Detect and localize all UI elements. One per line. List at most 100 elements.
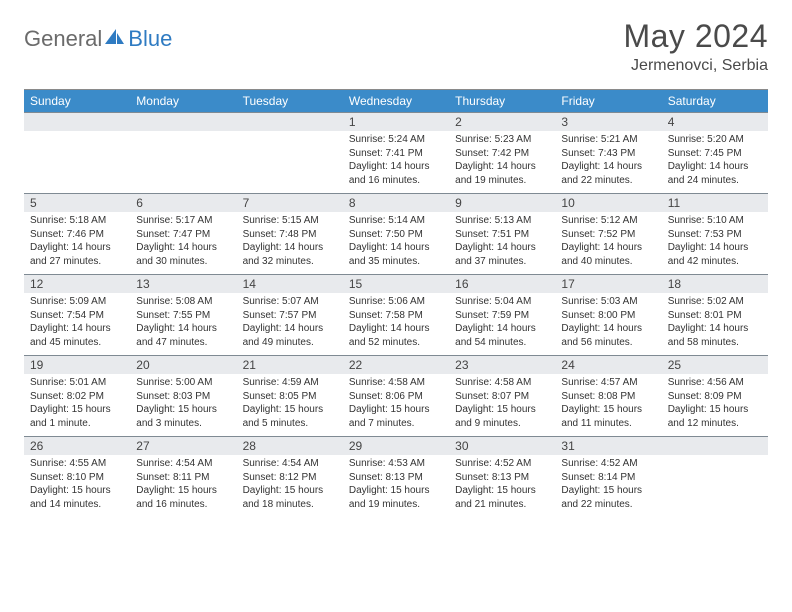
day-line: Sunset: 8:02 PM — [30, 390, 124, 404]
day-line: Sunrise: 4:55 AM — [30, 457, 124, 471]
calendar-page: General Blue May 2024 Jermenovci, Serbia… — [0, 0, 792, 517]
day-line: Sunrise: 5:00 AM — [136, 376, 230, 390]
day-line: Sunrise: 5:01 AM — [30, 376, 124, 390]
day-number: 3 — [555, 113, 661, 131]
day-number — [130, 113, 236, 131]
day-line: Sunset: 8:11 PM — [136, 471, 230, 485]
day-line: and 27 minutes. — [30, 255, 124, 269]
brand-part2: Blue — [128, 26, 172, 52]
day-number: 29 — [343, 437, 449, 455]
dow-saturday: Saturday — [662, 90, 768, 112]
day-number: 10 — [555, 194, 661, 212]
day-line: and 18 minutes. — [243, 498, 337, 512]
day-number: 2 — [449, 113, 555, 131]
day-cell: Sunrise: 5:13 AMSunset: 7:51 PMDaylight:… — [449, 212, 555, 274]
day-line: Daylight: 14 hours — [455, 322, 549, 336]
day-line: Daylight: 15 hours — [349, 403, 443, 417]
day-line: Sunrise: 5:10 AM — [668, 214, 762, 228]
day-line: Daylight: 14 hours — [668, 322, 762, 336]
day-cell — [130, 131, 236, 193]
day-line: Sunset: 8:12 PM — [243, 471, 337, 485]
day-line: Sunset: 8:07 PM — [455, 390, 549, 404]
day-line: Sunrise: 5:18 AM — [30, 214, 124, 228]
day-line: Daylight: 15 hours — [30, 403, 124, 417]
week-daynum-row: 12131415161718 — [24, 274, 768, 293]
day-line: Sunset: 7:59 PM — [455, 309, 549, 323]
day-line: and 37 minutes. — [455, 255, 549, 269]
day-line: Sunset: 7:58 PM — [349, 309, 443, 323]
title-block: May 2024 Jermenovci, Serbia — [623, 18, 768, 75]
day-number: 16 — [449, 275, 555, 293]
brand-sail-icon — [104, 27, 126, 52]
day-line: Sunset: 7:48 PM — [243, 228, 337, 242]
day-number: 5 — [24, 194, 130, 212]
day-number: 17 — [555, 275, 661, 293]
day-line: Sunset: 8:13 PM — [349, 471, 443, 485]
day-line: Sunset: 7:46 PM — [30, 228, 124, 242]
day-line: Daylight: 14 hours — [30, 241, 124, 255]
day-line: Daylight: 14 hours — [349, 160, 443, 174]
day-line: and 21 minutes. — [455, 498, 549, 512]
weeks-container: 1234Sunrise: 5:24 AMSunset: 7:41 PMDayli… — [24, 112, 768, 517]
day-line: Daylight: 14 hours — [668, 241, 762, 255]
calendar: Sunday Monday Tuesday Wednesday Thursday… — [24, 89, 768, 517]
day-line: Daylight: 14 hours — [455, 160, 549, 174]
day-line: Daylight: 14 hours — [561, 322, 655, 336]
day-cell: Sunrise: 5:24 AMSunset: 7:41 PMDaylight:… — [343, 131, 449, 193]
day-line: Sunrise: 5:14 AM — [349, 214, 443, 228]
day-cell: Sunrise: 4:52 AMSunset: 8:13 PMDaylight:… — [449, 455, 555, 517]
day-line: and 9 minutes. — [455, 417, 549, 431]
day-number: 26 — [24, 437, 130, 455]
day-line: Sunset: 8:10 PM — [30, 471, 124, 485]
title-month: May 2024 — [623, 18, 768, 55]
day-line: Daylight: 14 hours — [349, 322, 443, 336]
day-line: Daylight: 14 hours — [136, 241, 230, 255]
day-line: Sunset: 7:42 PM — [455, 147, 549, 161]
day-line: Sunset: 7:53 PM — [668, 228, 762, 242]
day-number: 21 — [237, 356, 343, 374]
day-line: Sunset: 7:55 PM — [136, 309, 230, 323]
day-cell: Sunrise: 4:55 AMSunset: 8:10 PMDaylight:… — [24, 455, 130, 517]
day-line: Sunset: 7:50 PM — [349, 228, 443, 242]
day-number — [237, 113, 343, 131]
week-body-row: Sunrise: 4:55 AMSunset: 8:10 PM Daylight:… — [24, 455, 768, 517]
day-line: Sunrise: 5:09 AM — [30, 295, 124, 309]
week-body-row: Sunrise: 5:24 AMSunset: 7:41 PMDaylight:… — [24, 131, 768, 193]
day-line: and 40 minutes. — [561, 255, 655, 269]
day-cell: Sunrise: 4:54 AMSunset: 8:11 PMDaylight:… — [130, 455, 236, 517]
dow-sunday: Sunday — [24, 90, 130, 112]
week-daynum-row: 262728293031 — [24, 436, 768, 455]
header: General Blue May 2024 Jermenovci, Serbia — [24, 18, 768, 75]
day-number: 18 — [662, 275, 768, 293]
day-line: and 24 minutes. — [668, 174, 762, 188]
day-cell: Sunrise: 5:01 AMSunset: 8:02 PMDaylight:… — [24, 374, 130, 436]
day-line: and 22 minutes. — [561, 174, 655, 188]
day-cell: Sunrise: 4:54 AMSunset: 8:12 PMDaylight:… — [237, 455, 343, 517]
day-line: Daylight: 15 hours — [136, 484, 230, 498]
day-line: and 5 minutes. — [243, 417, 337, 431]
day-line: and 16 minutes. — [136, 498, 230, 512]
day-cell: Sunrise: 5:15 AMSunset: 7:48 PMDaylight:… — [237, 212, 343, 274]
day-line: Sunrise: 5:21 AM — [561, 133, 655, 147]
week-body-row: Sunrise: 5:09 AMSunset: 7:54 PMDaylight:… — [24, 293, 768, 355]
day-cell: Sunrise: 5:06 AMSunset: 7:58 PMDaylight:… — [343, 293, 449, 355]
day-cell: Sunrise: 5:08 AMSunset: 7:55 PMDaylight:… — [130, 293, 236, 355]
day-cell: Sunrise: 5:17 AMSunset: 7:47 PMDaylight:… — [130, 212, 236, 274]
day-number: 22 — [343, 356, 449, 374]
day-line: and 30 minutes. — [136, 255, 230, 269]
day-number: 31 — [555, 437, 661, 455]
day-line: Sunrise: 5:12 AM — [561, 214, 655, 228]
day-line: Daylight: 15 hours — [243, 484, 337, 498]
day-cell: Sunrise: 4:56 AMSunset: 8:09 PMDaylight:… — [662, 374, 768, 436]
day-line: and 11 minutes. — [561, 417, 655, 431]
day-cell: Sunrise: 5:18 AMSunset: 7:46 PMDaylight:… — [24, 212, 130, 274]
day-line: Sunrise: 4:59 AM — [243, 376, 337, 390]
day-line: Sunrise: 5:02 AM — [668, 295, 762, 309]
day-line: Daylight: 15 hours — [561, 403, 655, 417]
day-line: and 19 minutes. — [349, 498, 443, 512]
day-line: Sunset: 7:57 PM — [243, 309, 337, 323]
day-line: Daylight: 15 hours — [136, 403, 230, 417]
brand-part1: General — [24, 26, 102, 52]
day-line: Daylight: 15 hours — [668, 403, 762, 417]
day-number: 11 — [662, 194, 768, 212]
